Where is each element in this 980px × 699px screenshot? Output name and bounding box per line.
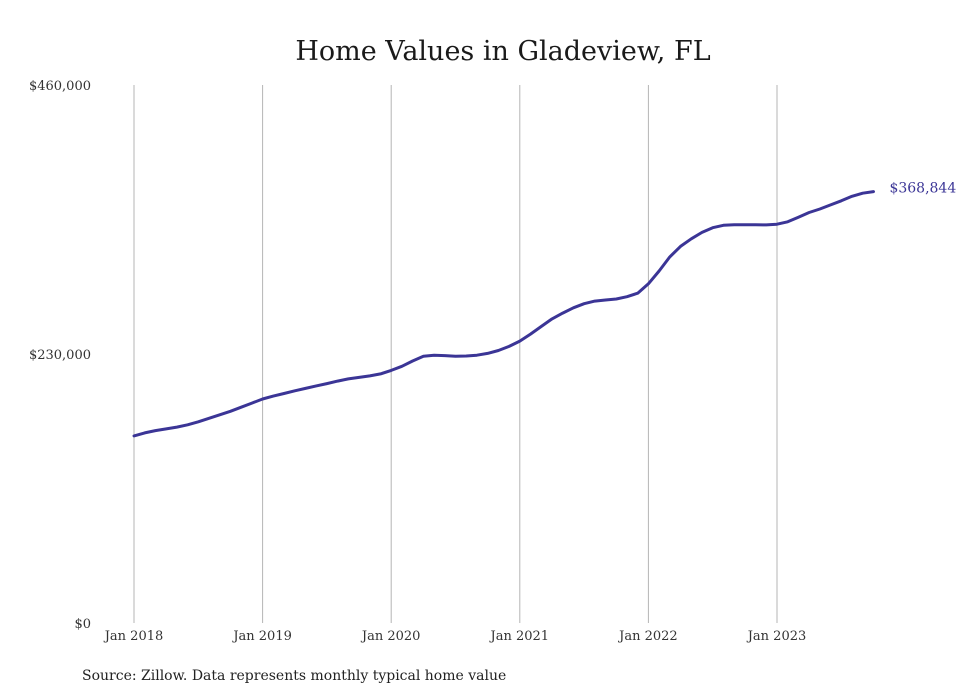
gridlines xyxy=(133,85,778,623)
x-tick-label: Jan 2020 xyxy=(360,629,421,644)
y-tick-label: $230,000 xyxy=(29,348,91,363)
x-tick-label: Jan 2018 xyxy=(103,629,164,644)
y-tick-label: $460,000 xyxy=(29,79,91,94)
y-tick-label: $0 xyxy=(74,617,91,632)
x-tick-label: Jan 2023 xyxy=(746,629,807,644)
y-axis: $0 $230,000 $460,000 xyxy=(29,79,91,632)
x-tick-label: Jan 2019 xyxy=(231,629,292,644)
x-axis: Jan 2018 Jan 2019 Jan 2020 Jan 2021 Jan 2022… xyxy=(103,629,807,644)
x-tick-label: Jan 2021 xyxy=(489,629,550,644)
end-value-label: $368,844 xyxy=(889,181,956,197)
plot-area: $368,844 xyxy=(132,181,956,438)
chart-title: Home Values in Gladeview, FL xyxy=(295,36,710,67)
series-line xyxy=(132,190,875,438)
x-tick-label: Jan 2022 xyxy=(617,629,678,644)
source-note: Source: Zillow. Data represents monthly … xyxy=(82,668,507,684)
